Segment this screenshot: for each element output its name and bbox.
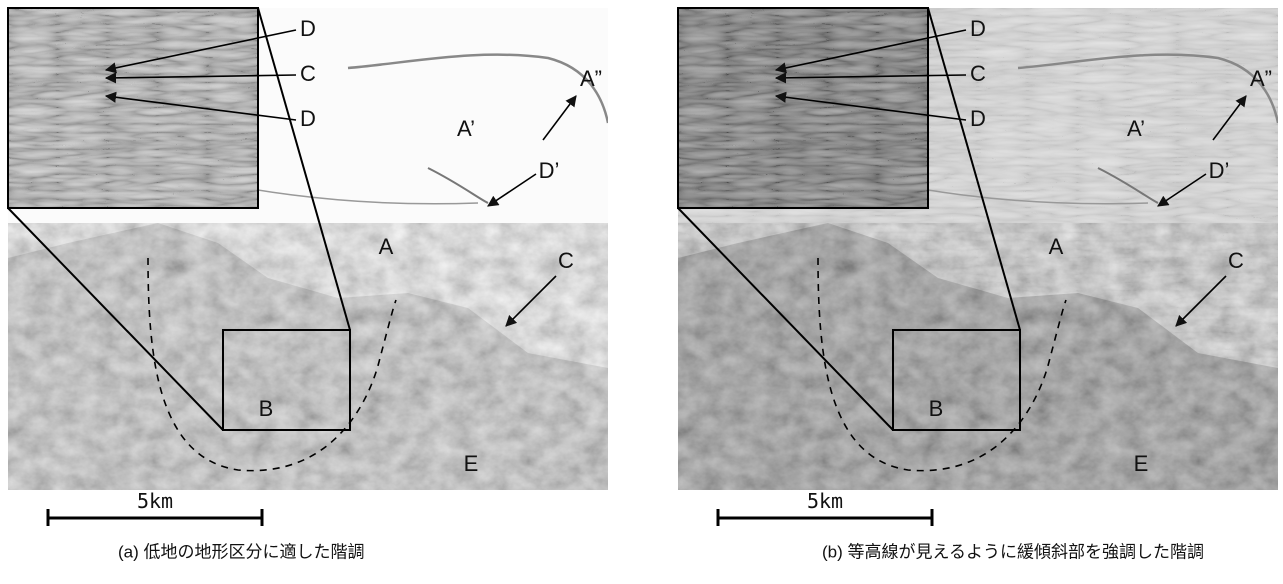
inset-texture (8, 8, 258, 208)
map-label: A” (580, 66, 602, 91)
map-label: D’ (1209, 158, 1230, 183)
map-label: D (970, 106, 986, 131)
map-label: A (379, 234, 394, 259)
map-label: C (300, 61, 316, 86)
map-label: C (970, 61, 986, 86)
map-label: A (1049, 234, 1064, 259)
map-label: E (1134, 451, 1149, 476)
scale-label: 5km (137, 489, 173, 513)
caption: (b) 等高線が見えるように緩傾斜部を強調した階調 (822, 542, 1204, 561)
map-label: A” (1250, 66, 1272, 91)
map-label: A’ (1127, 116, 1145, 141)
scale-label: 5km (807, 489, 843, 513)
map-label: B (929, 396, 944, 421)
map-label: C (558, 248, 574, 273)
map-label: E (464, 451, 479, 476)
caption: (a) 低地の地形区分に適した階調 (118, 542, 365, 561)
map-label: C (1228, 248, 1244, 273)
scale-bg (678, 490, 1278, 491)
inset-texture (678, 8, 928, 208)
map-label: D (970, 16, 986, 41)
map-label: A’ (457, 116, 475, 141)
map-label: D (300, 106, 316, 131)
map-label: D’ (539, 158, 560, 183)
map-label: B (259, 396, 274, 421)
figure: DCDA”A’D’ACBE5km(a) 低地の地形区分に適した階調DCDA”A’… (0, 0, 1283, 579)
scale-bg (8, 490, 608, 491)
map-label: D (300, 16, 316, 41)
